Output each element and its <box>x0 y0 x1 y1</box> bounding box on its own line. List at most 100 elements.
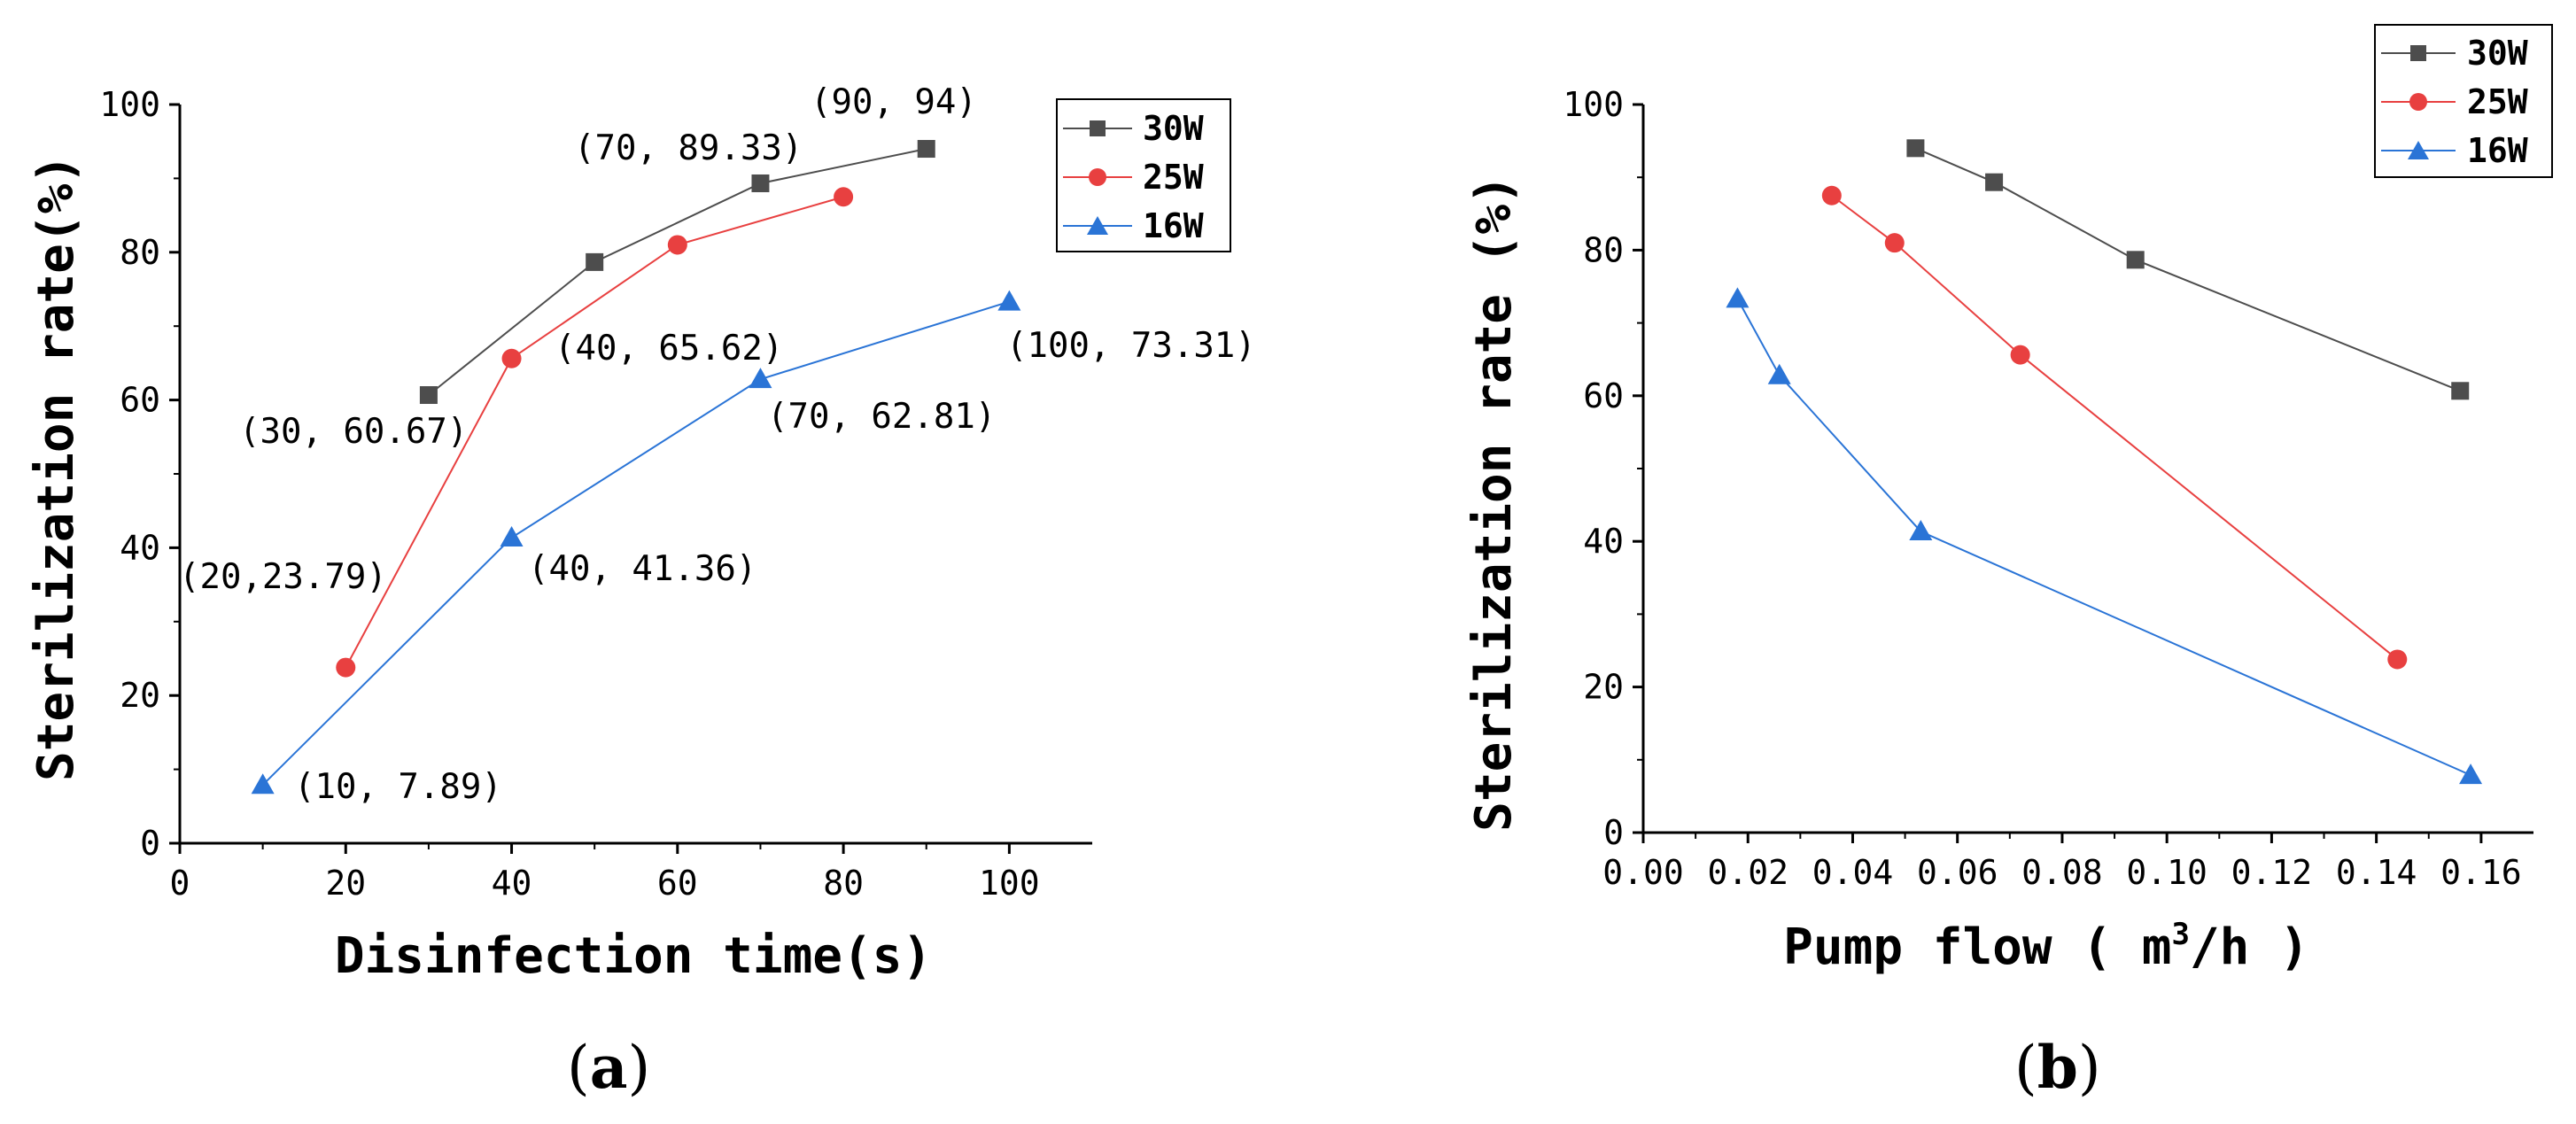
panel-a-point-16w <box>997 290 1021 311</box>
panel-b-markers <box>1726 139 2483 785</box>
panel-b-x-tick-label: 0.12 <box>2231 853 2313 892</box>
panel-a-series-lines <box>261 148 1010 786</box>
panel-a-label-letter: a <box>590 1033 628 1102</box>
panel-a-series-25w-line <box>345 196 844 669</box>
panel-a-series-16w-line <box>261 300 1010 786</box>
panel-a-x-tick-label: 80 <box>823 864 864 903</box>
panel-a-point-30w <box>917 140 935 159</box>
panel-b-series-lines <box>1736 147 2471 777</box>
panel-b-chart: 0 20 40 60 80 100 0.00 0.02 0.04 0.06 0.08 0.10 0.12… <box>1465 24 2553 1102</box>
panel-b-x-tick-label: 0.16 <box>2440 853 2522 892</box>
panel-b-ticks: 0 20 40 60 80 100 0.00 0.02 0.04 0.06 0.08 0.10 0.12… <box>1563 85 2521 892</box>
panel-a-x-tick-label: 0 <box>170 864 190 903</box>
annotation-a-40-65: (40, 65.62) <box>555 329 783 368</box>
panel-a-ticks: 0 20 40 60 80 100 0 20 40 60 80 100 <box>99 85 1039 903</box>
panel-a-point-25w <box>336 657 356 678</box>
annotation-a-30-60: (30, 60.67) <box>239 412 468 452</box>
panel-a-point-16w <box>500 526 524 547</box>
panel-b-point-16w <box>1726 287 1750 308</box>
panel-a-point-25w <box>834 187 854 207</box>
panel-a-x-axis-title: Disinfection time(s) <box>335 927 932 985</box>
panel-b-series-25w-line <box>1831 194 2398 661</box>
panel-b-series-30w-line <box>1915 147 2461 392</box>
panel-b-point-16w <box>2459 764 2483 785</box>
panel-b-point-25w <box>1821 185 1842 205</box>
legend-b-16w-marker <box>2408 141 2429 159</box>
panel-a-point-30w <box>751 174 770 192</box>
annotation-a-10-7: (10, 7.89) <box>294 767 502 807</box>
annotation-a-90-94: (90, 94) <box>811 82 977 122</box>
legend-b-16w-label: 16W <box>2467 131 2528 170</box>
panel-a-y-tick-label: 60 <box>120 381 160 420</box>
panel-b-x-axis-title-main: Pump flow ( m <box>1783 919 2171 976</box>
panel-a-x-tick-label: 60 <box>657 864 698 903</box>
legend-a-25w-marker <box>1089 168 1106 186</box>
annotation-a-20-23: (20,23.79) <box>179 557 387 597</box>
panel-b-x-axis-title: Pump flow ( m3/h ) <box>1783 917 2309 976</box>
legend-a-25w-label: 25W <box>1143 158 1204 197</box>
panel-b-y-tick-label: 20 <box>1583 668 1624 707</box>
legend-a-16w-label: 16W <box>1143 206 1204 245</box>
panel-b-y-tick-label: 60 <box>1583 376 1624 415</box>
panel-b-y-axis-title: Sterilization rate (%) <box>1465 174 1523 832</box>
annotation-a-70-62: (70, 62.81) <box>767 397 996 437</box>
panel-b-x-tick-label: 0.06 <box>1917 853 1998 892</box>
panel-a-y-tick-label: 100 <box>99 85 160 124</box>
panel-b-x-tick-label: 0.00 <box>1602 853 1684 892</box>
panel-b-axes <box>1641 105 2533 834</box>
panel-a-y-axis-title: Sterilization rate(%) <box>27 154 85 781</box>
panel-a-point-25w <box>667 235 687 255</box>
panel-b-legend: 30W 25W 16W <box>2374 24 2553 178</box>
panel-a-y-tick-label: 20 <box>120 676 160 715</box>
panel-a-y-tick-label: 0 <box>140 824 160 863</box>
panel-b-label: (b) <box>2014 1033 2101 1102</box>
panel-b-x-tick-label: 0.14 <box>2336 853 2417 892</box>
panel-b-x-tick-label: 0.08 <box>2021 853 2103 892</box>
panel-b-point-30w <box>1906 139 1925 158</box>
panel-a-legend-box <box>1056 98 1231 252</box>
legend-a-30w-label: 30W <box>1143 109 1204 148</box>
panel-a-markers <box>251 140 1021 795</box>
panel-a-point-16w <box>251 773 275 795</box>
panel-b-x-tick-label: 0.10 <box>2126 853 2207 892</box>
panel-a-point-30w <box>419 386 438 405</box>
annotation-a-70-89: (70, 89.33) <box>574 128 803 168</box>
panel-b-point-25w <box>1884 233 1905 253</box>
annotation-a-40-41: (40, 41.36) <box>528 549 757 589</box>
panel-a-point-25w <box>501 348 522 368</box>
panel-a-legend: 30W 25W 16W <box>1056 98 1231 252</box>
panel-a-y-tick-label: 80 <box>120 233 160 272</box>
panel-b-label-letter: b <box>2037 1033 2078 1102</box>
panel-a-y-tick-label: 40 <box>120 528 160 567</box>
legend-b-30w-marker <box>2410 45 2426 61</box>
legend-b-25w-marker <box>2409 93 2427 111</box>
panel-b-y-tick-label: 80 <box>1583 230 1624 269</box>
panel-b-point-25w <box>2387 649 2408 670</box>
panel-b-y-tick-label: 0 <box>1603 813 1624 852</box>
panel-b-x-tick-label: 0.04 <box>1812 853 1894 892</box>
legend-b-25w-label: 25W <box>2467 82 2528 121</box>
panel-b-y-tick-label: 40 <box>1583 522 1624 561</box>
panel-b-x-tick-label: 0.02 <box>1707 853 1788 892</box>
panel-b-point-25w <box>2010 345 2030 365</box>
panel-b-point-30w <box>2126 251 2145 269</box>
panel-a-series-30w-line <box>428 148 927 396</box>
panel-a-point-16w <box>749 368 772 389</box>
panel-b-point-16w <box>1767 363 1791 384</box>
panel-b-series-16w-line <box>1736 298 2471 777</box>
panel-a-label: (a) <box>567 1033 650 1102</box>
panel-a-x-tick-label: 20 <box>325 864 366 903</box>
panel-b-point-30w <box>2451 382 2470 400</box>
annotation-a-100-73: (100, 73.31) <box>1006 326 1256 366</box>
panel-a-point-30w <box>586 252 604 271</box>
panel-a-x-tick-label: 40 <box>492 864 532 903</box>
panel-b-y-tick-label: 100 <box>1563 85 1624 124</box>
panel-a-x-tick-label: 100 <box>979 864 1040 903</box>
legend-b-30w-label: 30W <box>2467 34 2528 73</box>
legend-a-16w-marker <box>1087 216 1108 235</box>
panel-b-x-axis-title-end: /h ) <box>2190 919 2309 976</box>
panel-a-chart: 0 20 40 60 80 100 0 20 40 60 80 100 (90, 94) (70, 8… <box>27 82 1256 1102</box>
panel-b-x-axis-title-sup: 3 <box>2171 917 2189 952</box>
legend-a-30w-marker <box>1090 120 1106 136</box>
